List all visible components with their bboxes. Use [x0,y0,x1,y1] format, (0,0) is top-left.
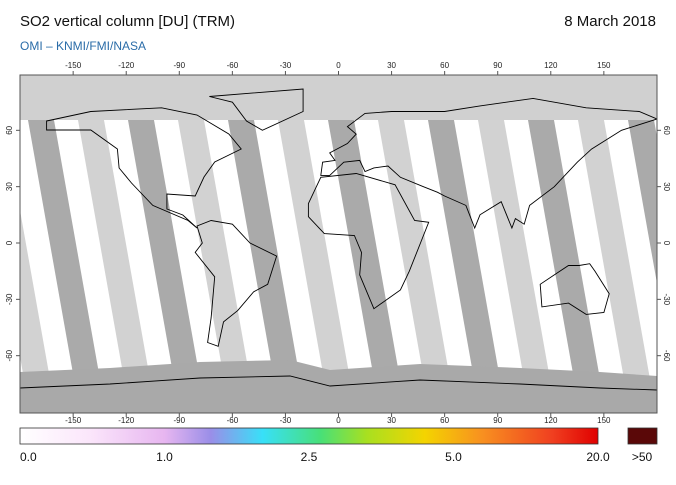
swath [20,210,56,413]
polar-band [20,75,657,120]
lat-tick-label: -60 [662,350,671,362]
lon-tick-label: 120 [544,416,558,425]
lat-tick-label: 30 [662,182,671,191]
colorbar-label: 0.0 [20,450,37,464]
credit: OMI – KNMI/FMI/NASA [20,39,146,53]
swath [320,75,406,413]
colorbar-over-label: >50 [632,450,653,464]
colorbar-label: 2.5 [301,450,318,464]
lon-tick-label: 120 [544,61,558,70]
colorbar-labels: 0.0 1.0 2.5 5.0 20.0 [20,450,610,464]
lon-tick-label: -150 [65,61,82,70]
title: SO2 vertical column [DU] (TRM) [20,13,235,30]
colorbar-label: 5.0 [445,450,462,464]
lat-tick-label: 0 [662,241,671,246]
lon-tick-label: 60 [440,61,449,70]
swath [220,75,306,413]
lon-tick-label: 150 [597,416,611,425]
lon-tick-label: 30 [387,61,396,70]
lon-tick-label: -30 [280,416,292,425]
lon-tick-label: -60 [227,416,239,425]
colorbar-label: 20.0 [586,450,610,464]
lon-tick-label: 0 [336,416,341,425]
lon-tick-label: 90 [493,61,502,70]
lon-tick-label: -120 [118,416,135,425]
swath [420,75,506,413]
lon-tick-label: -60 [227,61,239,70]
swath [370,75,456,413]
lon-tick-label: -120 [118,61,135,70]
lat-tick-label: -30 [662,294,671,306]
lon-tick-label: -90 [174,416,186,425]
swath [620,75,657,284]
swath [170,75,256,413]
colorbar [19,427,599,445]
ticks: -150 -150 -120 -120 -90 -90 -60 -60 -30 -30 0 0 30 30… [5,61,671,425]
colorbar-label: 1.0 [156,450,173,464]
lat-tick-label: -60 [5,349,14,361]
lat-tick-label: 60 [5,125,14,134]
swath [570,75,656,413]
lon-tick-label: 60 [440,416,449,425]
map [20,75,657,413]
swath [70,75,156,413]
swath [20,75,106,413]
lon-tick-label: 0 [336,61,341,70]
coastlines [20,88,657,391]
lon-tick-label: 90 [493,416,502,425]
lat-tick-label: -30 [5,293,14,305]
swaths [20,75,657,413]
date: 8 March 2018 [564,13,656,30]
lon-tick-label: -90 [174,61,186,70]
lon-tick-label: 150 [597,61,611,70]
swath [470,75,556,413]
colorbar-over [627,427,658,445]
lat-tick-label: 30 [5,182,14,191]
antarctic-nodata [20,360,657,413]
swath [120,75,206,413]
lat-tick-label: 60 [662,126,671,135]
lon-tick-label: -150 [65,416,82,425]
swath [520,75,606,413]
lon-tick-label: 30 [387,416,396,425]
swath [270,75,356,413]
lon-tick-label: -30 [280,61,292,70]
lat-tick-label: 0 [5,240,14,245]
